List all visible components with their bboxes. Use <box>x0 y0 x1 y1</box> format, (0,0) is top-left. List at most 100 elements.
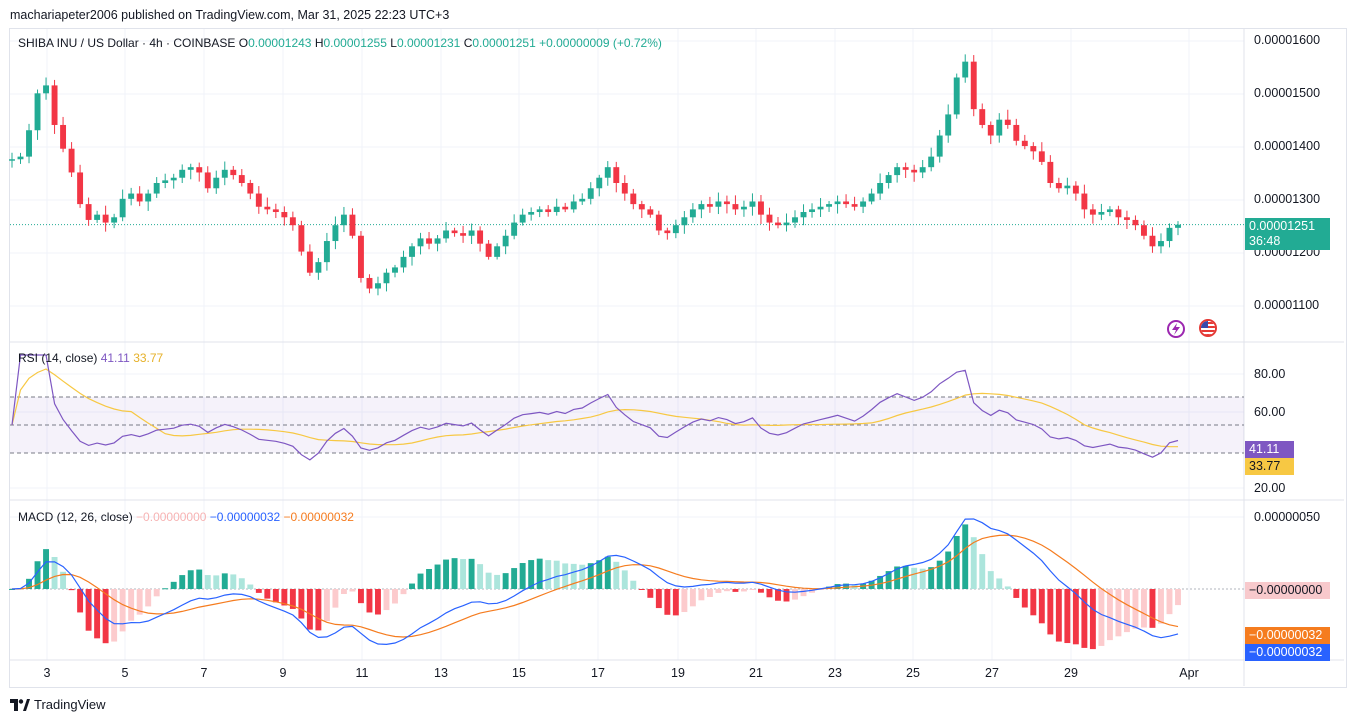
main-legend[interactable]: SHIBA INU / US Dollar · 4h · COINBASE O0… <box>18 36 662 50</box>
macd-hist-bar <box>792 589 798 600</box>
macd-hist-bar <box>1081 589 1088 648</box>
macd-hist-bar <box>698 589 705 601</box>
macd-hist-bar <box>468 558 475 589</box>
candle-down <box>102 214 109 223</box>
macd-legend[interactable]: MACD (12, 26, close) −0.00000000 −0.0000… <box>18 510 354 524</box>
price-tick: 0.00001500 <box>1254 86 1321 100</box>
candle-down <box>970 61 977 110</box>
candle-up <box>936 135 943 157</box>
candle-down <box>775 222 781 226</box>
candle-up <box>749 201 756 207</box>
candle-down <box>460 233 467 236</box>
macd-hist-bar <box>502 573 509 589</box>
candle-down <box>562 206 569 210</box>
price-tick: 0.00001400 <box>1254 139 1321 153</box>
candle-up <box>1106 209 1113 213</box>
candle-down <box>281 212 288 218</box>
rsi-tick: 80.00 <box>1254 367 1286 381</box>
candle-down <box>1081 193 1088 210</box>
macd-hist-bar <box>740 589 747 592</box>
ohlc-high-label: H <box>314 36 324 50</box>
us-flag-icon[interactable] <box>1199 319 1217 337</box>
candle-down <box>1030 146 1037 152</box>
price-tick: 0.00001600 <box>1254 33 1321 47</box>
macd-hist-bar <box>60 571 67 589</box>
candle-down <box>204 172 211 189</box>
macd-hist-bar <box>570 563 577 589</box>
macd-hist-bar <box>604 556 611 589</box>
macd-hist-bar <box>1115 589 1122 637</box>
macd-name: MACD (12, 26, close) <box>18 510 133 524</box>
macd-hist-bar <box>1175 589 1181 606</box>
candle-down <box>911 169 918 173</box>
candle-down <box>1072 185 1079 194</box>
macd-hist-bar <box>775 589 781 601</box>
macd-value: −0.00000032 <box>209 510 281 524</box>
macd-hist-bar <box>970 537 977 589</box>
macd-hist-bar <box>613 561 620 589</box>
candle-down <box>766 214 773 223</box>
candle-up <box>570 201 577 210</box>
x-tick: 25 <box>906 666 920 680</box>
x-tick: 19 <box>671 666 685 680</box>
macd-hist-bar <box>9 589 15 590</box>
macd-signal-line <box>11 534 1179 638</box>
rsi-pane <box>10 354 1244 461</box>
macd-hist-bar <box>289 589 296 609</box>
macd-hist-bar <box>426 568 432 589</box>
macd-hist-bar <box>664 589 671 615</box>
x-tick: 11 <box>355 666 369 680</box>
rsi-tick: 60.00 <box>1254 405 1286 419</box>
candle-down <box>68 148 75 173</box>
macd-hist-bar <box>562 563 569 589</box>
ohlc-close: 0.00001251 <box>472 36 536 50</box>
x-tick: 21 <box>749 666 763 680</box>
macd-hist-bar <box>843 583 850 589</box>
macd-hist-bar <box>749 589 756 590</box>
candle-down <box>1055 183 1062 189</box>
candle-down <box>987 124 994 136</box>
candle-up <box>740 206 747 210</box>
macd-hist-bar <box>885 571 892 589</box>
candle-up <box>162 180 169 183</box>
macd-hist-bar <box>179 575 186 589</box>
candle-up <box>400 256 407 268</box>
candle-up <box>187 167 194 170</box>
candle-up <box>698 204 705 210</box>
macd-hist-bar <box>136 589 143 615</box>
candle-down <box>1115 209 1122 218</box>
candle-up <box>375 283 381 289</box>
macd-hist-bar <box>553 560 560 589</box>
candle-down <box>664 230 671 234</box>
macd-hist-bar <box>519 563 526 589</box>
x-tick: Apr <box>1179 666 1199 680</box>
rsi-legend[interactable]: RSI (14, close) 41.11 33.77 <box>18 351 163 365</box>
macd-hist-bar <box>434 564 441 589</box>
macd-hist-bar <box>366 589 373 613</box>
candle-down <box>60 124 67 149</box>
candle-down <box>85 204 92 220</box>
macd-hist-bar <box>715 589 722 593</box>
macd-hist-bar <box>996 578 1003 589</box>
last-price-badge: 0.00001251 36:48 <box>1245 218 1330 250</box>
macd-hist-bar <box>68 589 75 591</box>
candle-up <box>1158 241 1164 247</box>
candle-up <box>179 169 186 178</box>
candle-down <box>306 251 313 273</box>
candles <box>9 54 1244 296</box>
candle-down <box>298 225 305 252</box>
macd-hist-bar <box>332 589 339 608</box>
tradingview-logo[interactable]: TradingView <box>10 697 106 712</box>
candle-down <box>723 201 730 205</box>
rsi-line <box>11 354 1179 461</box>
candle-up <box>800 212 807 218</box>
macd-hist-bar <box>545 560 552 589</box>
macd-hist-bar <box>579 564 586 589</box>
macd-hist-bar <box>1064 589 1071 644</box>
candle-down <box>1047 161 1054 183</box>
candle-down <box>289 217 296 226</box>
lightning-icon[interactable] <box>1167 320 1185 338</box>
published-line: machariapeter2006 published on TradingVi… <box>10 8 450 22</box>
macd-hist-bar <box>528 560 535 589</box>
